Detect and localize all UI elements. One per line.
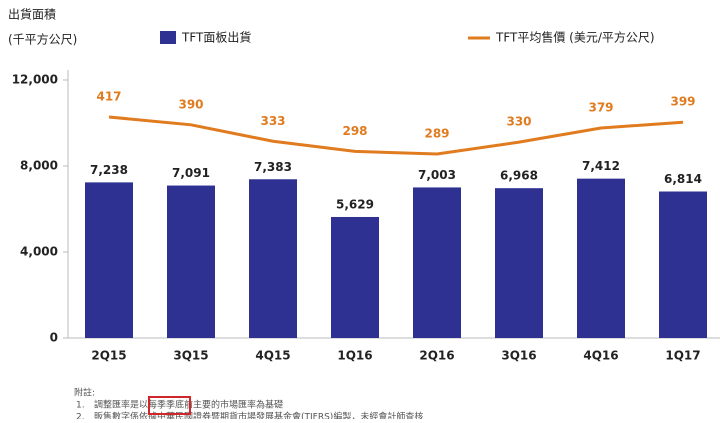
bar-value-label: 7,091 bbox=[172, 166, 210, 180]
bar bbox=[249, 179, 297, 338]
x-tick-label: 4Q15 bbox=[255, 349, 290, 363]
x-tick-label: 4Q16 bbox=[583, 349, 618, 363]
line-value-label: 330 bbox=[506, 115, 531, 129]
note-number: 1. bbox=[76, 401, 85, 411]
bar-value-label: 6,814 bbox=[664, 172, 702, 186]
bar-value-label: 7,003 bbox=[418, 168, 456, 182]
x-tick-label: 2Q15 bbox=[91, 349, 126, 363]
bar bbox=[167, 185, 215, 338]
line-value-label: 298 bbox=[342, 124, 367, 138]
line-value-label: 379 bbox=[588, 100, 613, 114]
x-tick-label: 3Q16 bbox=[501, 349, 536, 363]
y-tick-label: 12,000 bbox=[12, 73, 58, 87]
y-tick-label: 8,000 bbox=[20, 159, 58, 173]
bar bbox=[577, 178, 625, 338]
x-tick-label: 1Q17 bbox=[665, 349, 700, 363]
bar-value-label: 5,629 bbox=[336, 197, 374, 211]
y-tick-label: 0 bbox=[50, 331, 58, 345]
bar-value-label: 7,412 bbox=[582, 159, 620, 173]
legend-label: TFT平均售價 (美元/平方公尺) bbox=[495, 30, 655, 45]
legend-swatch bbox=[160, 31, 176, 44]
line-value-label: 333 bbox=[260, 114, 285, 128]
note-text: 調整匯率是以每季季底前主要的市場匯率為基礎 bbox=[94, 399, 283, 411]
bar-value-label: 6,968 bbox=[500, 169, 538, 183]
line-value-label: 390 bbox=[178, 97, 203, 111]
line-value-label: 289 bbox=[424, 127, 449, 141]
line bbox=[108, 115, 684, 156]
x-tick-label: 3Q15 bbox=[173, 349, 208, 363]
line-value-label: 399 bbox=[670, 95, 695, 109]
bar bbox=[495, 188, 543, 338]
bar bbox=[85, 182, 133, 338]
note-text: 販售數字係依據中華民國證券暨期貨市場發展基金會(TIFRS)編製，未經會計師查核 bbox=[94, 411, 423, 420]
y-axis-title: (千平方公尺) bbox=[8, 32, 77, 47]
line-value-label: 417 bbox=[96, 90, 121, 104]
legend-label: TFT面板出貨 bbox=[181, 30, 251, 45]
x-tick-label: 2Q16 bbox=[419, 349, 454, 363]
bar bbox=[413, 187, 461, 338]
note-title: 附註: bbox=[74, 387, 95, 399]
y-tick-label: 4,000 bbox=[20, 245, 58, 259]
bar-value-label: 7,383 bbox=[254, 160, 292, 174]
x-tick-label: 1Q16 bbox=[337, 349, 372, 363]
bar-value-label: 7,238 bbox=[90, 163, 128, 177]
note-number: 2. bbox=[76, 413, 85, 420]
y-axis-title: 出貨面積 bbox=[8, 7, 56, 22]
bar bbox=[659, 191, 707, 338]
highlight-box bbox=[148, 396, 191, 415]
bar bbox=[331, 216, 379, 338]
